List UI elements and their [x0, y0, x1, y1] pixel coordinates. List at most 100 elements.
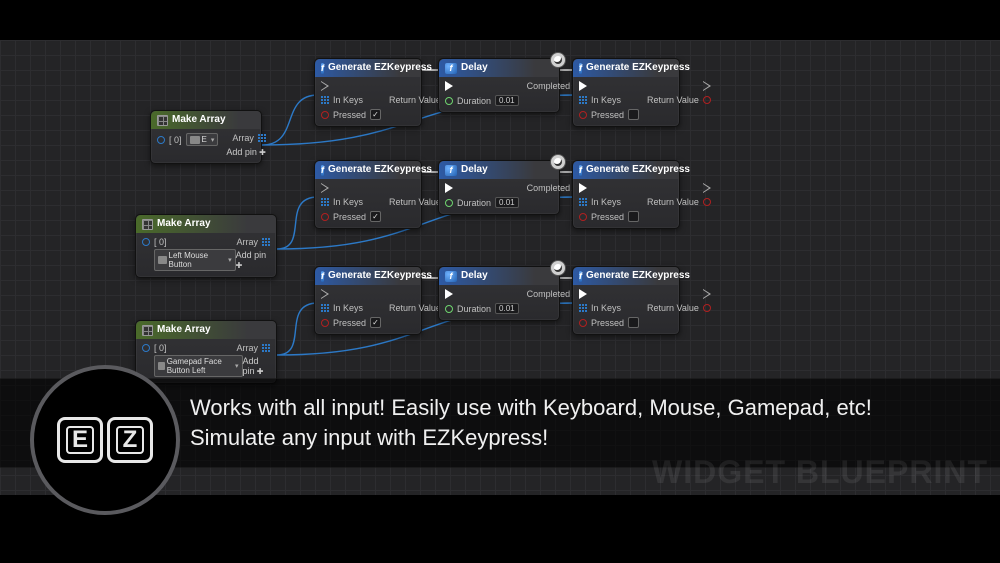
function-icon: f	[445, 271, 457, 282]
float-in-pin[interactable]	[445, 199, 453, 207]
key-selector[interactable]: Left Mouse Button	[154, 249, 236, 271]
node-generate-ezkeypress[interactable]: fGenerate EZKeypress In Keys Pressed Ret…	[314, 160, 422, 229]
node-make-array[interactable]: Make Array [ 0] Array Gamepad Face Butto…	[135, 320, 277, 384]
struct-in-pin[interactable]	[157, 136, 165, 144]
node-title: Generate EZKeypress	[586, 161, 690, 179]
add-pin-button[interactable]: Add pin	[236, 250, 270, 270]
exec-in-pin[interactable]	[445, 183, 453, 193]
duration-value[interactable]: 0.01	[495, 303, 519, 314]
bool-out-pin[interactable]	[703, 96, 711, 104]
node-delay[interactable]: f Delay Duration0.01 Completed	[438, 58, 560, 113]
node-header: f Generate EZKeypress	[573, 59, 679, 77]
node-generate-ezkeypress[interactable]: fGenerate EZKeypress In Keys Pressed Ret…	[314, 266, 422, 335]
letterbox-top	[0, 0, 1000, 40]
function-icon: f	[579, 165, 582, 176]
exec-out-pin[interactable]	[703, 81, 711, 91]
node-header: f Delay	[439, 59, 559, 77]
bool-in-pin[interactable]	[321, 319, 329, 327]
array-in-pin[interactable]	[321, 96, 329, 104]
exec-in-pin[interactable]	[579, 183, 587, 193]
key-value: Left Mouse Button	[169, 251, 225, 269]
node-header: fGenerate EZKeypress	[573, 267, 679, 285]
pressed-checkbox[interactable]	[628, 317, 639, 328]
bool-out-pin[interactable]	[703, 304, 711, 312]
add-pin-button[interactable]: Add pin	[226, 147, 265, 157]
bool-in-pin[interactable]	[579, 213, 587, 221]
exec-out-pin[interactable]	[703, 289, 711, 299]
node-title: Generate EZKeypress	[328, 267, 432, 285]
array-icon	[142, 219, 153, 230]
bool-in-pin[interactable]	[321, 213, 329, 221]
node-generate-ezkeypress[interactable]: fGenerate EZKeypress In Keys Pressed Ret…	[572, 266, 680, 335]
add-pin-button[interactable]: Add pin	[243, 356, 271, 376]
exec-in-pin[interactable]	[579, 289, 587, 299]
node-title: Delay	[461, 161, 488, 179]
node-title: Generate EZKeypress	[328, 161, 432, 179]
pin-label: Array	[236, 343, 258, 353]
pressed-checkbox[interactable]	[370, 109, 381, 120]
node-title: Make Array	[157, 215, 211, 233]
pin-label: Array	[232, 133, 254, 143]
node-header: f Delay	[439, 161, 559, 179]
exec-in-pin[interactable]	[445, 289, 453, 299]
bool-in-pin[interactable]	[579, 111, 587, 119]
pressed-checkbox[interactable]	[628, 211, 639, 222]
duration-value[interactable]: 0.01	[495, 95, 519, 106]
keyboard-icon	[158, 362, 165, 370]
float-in-pin[interactable]	[445, 305, 453, 313]
function-icon: f	[579, 271, 582, 282]
array-out-pin[interactable]	[262, 344, 270, 352]
float-in-pin[interactable]	[445, 97, 453, 105]
node-generate-ezkeypress[interactable]: f Generate EZKeypress In Keys Pressed Re…	[314, 58, 422, 127]
node-make-array[interactable]: Make Array [ 0] Array Left Mouse Button …	[135, 214, 277, 278]
letterbox-bottom	[0, 495, 1000, 563]
pin-label: Duration	[457, 304, 491, 314]
duration-value[interactable]: 0.01	[495, 197, 519, 208]
node-generate-ezkeypress[interactable]: f Generate EZKeypress In Keys Pressed Re…	[572, 58, 680, 127]
bool-in-pin[interactable]	[579, 319, 587, 327]
bool-out-pin[interactable]	[703, 198, 711, 206]
exec-in-pin[interactable]	[321, 81, 329, 91]
array-in-pin[interactable]	[321, 198, 329, 206]
node-title: Delay	[461, 59, 488, 77]
struct-in-pin[interactable]	[142, 344, 150, 352]
exec-in-pin[interactable]	[579, 81, 587, 91]
pressed-checkbox[interactable]	[370, 211, 381, 222]
pin-label: [ 0]	[154, 237, 167, 247]
node-title: Make Array	[157, 321, 211, 339]
key-selector[interactable]: E	[186, 133, 219, 146]
node-header: fGenerate EZKeypress	[573, 161, 679, 179]
node-delay[interactable]: fDelay Duration0.01 Completed	[438, 160, 560, 215]
node-title: Generate EZKeypress	[328, 59, 432, 77]
node-generate-ezkeypress[interactable]: fGenerate EZKeypress In Keys Pressed Ret…	[572, 160, 680, 229]
function-icon: f	[321, 271, 324, 282]
keycap-z: Z	[107, 417, 153, 463]
array-in-pin[interactable]	[579, 198, 587, 206]
pin-label: Pressed	[333, 110, 366, 120]
array-in-pin[interactable]	[579, 96, 587, 104]
pin-label: In Keys	[333, 197, 363, 207]
pin-label: Return Value	[389, 95, 441, 105]
pressed-checkbox[interactable]	[628, 109, 639, 120]
pressed-checkbox[interactable]	[370, 317, 381, 328]
exec-out-pin[interactable]	[703, 183, 711, 193]
node-header: Make Array	[136, 215, 276, 233]
exec-in-pin[interactable]	[445, 81, 453, 91]
function-icon: f	[445, 63, 457, 74]
bool-in-pin[interactable]	[321, 111, 329, 119]
array-out-pin[interactable]	[258, 134, 266, 142]
node-delay[interactable]: fDelay Duration0.01 Completed	[438, 266, 560, 321]
array-in-pin[interactable]	[321, 304, 329, 312]
function-icon: f	[445, 165, 457, 176]
key-selector[interactable]: Gamepad Face Button Left	[154, 355, 243, 377]
node-header: fGenerate EZKeypress	[315, 267, 421, 285]
struct-in-pin[interactable]	[142, 238, 150, 246]
node-make-array[interactable]: Make Array [ 0]E Array Add pin	[150, 110, 262, 164]
pin-label: Return Value	[647, 303, 699, 313]
latent-clock-icon	[550, 52, 566, 68]
exec-in-pin[interactable]	[321, 289, 329, 299]
pin-label: [ 0]	[154, 343, 167, 353]
array-in-pin[interactable]	[579, 304, 587, 312]
array-out-pin[interactable]	[262, 238, 270, 246]
exec-in-pin[interactable]	[321, 183, 329, 193]
